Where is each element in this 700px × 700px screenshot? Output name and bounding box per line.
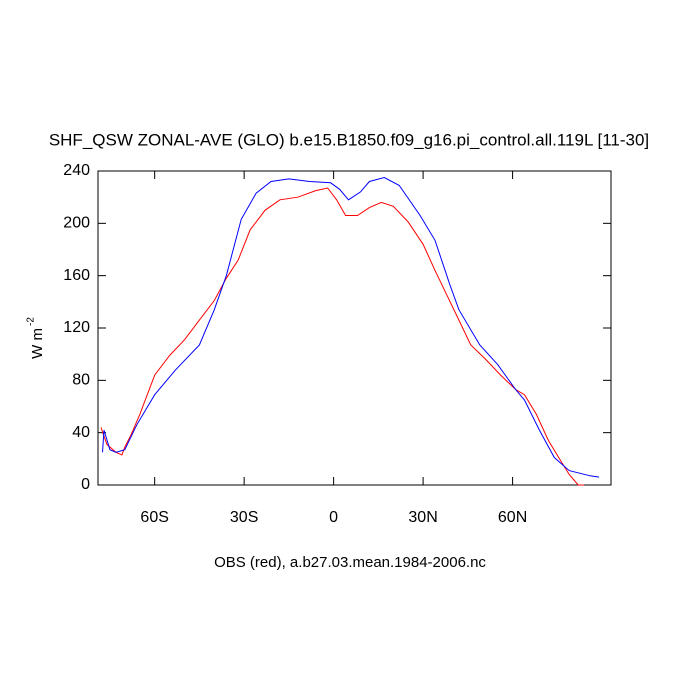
y-tick-label: 120 [63, 319, 90, 336]
x-axis-label: OBS (red), a.b27.03.mean.1984-2006.nc [214, 554, 486, 571]
y-tick-label: 0 [81, 476, 90, 493]
y-axis-label: W m [29, 328, 46, 359]
x-tick-label: 30N [408, 509, 437, 526]
y-axis-label-group: W m -2 [26, 317, 46, 359]
y-tick-label: 160 [63, 267, 90, 284]
x-tick-label: 60N [498, 509, 527, 526]
line-series [102, 176, 600, 478]
y-axis-label-superscript: -2 [26, 317, 37, 326]
y-tick-label: 200 [63, 215, 90, 232]
chart-title: SHF_QSW ZONAL-AVE (GLO) b.e15.B1850.f09_… [49, 130, 649, 149]
x-tick-label: 60S [140, 509, 168, 526]
x-tick-label: 0 [329, 509, 338, 526]
y-tick-label: 240 [63, 162, 90, 179]
x-tick-label: 30S [230, 509, 258, 526]
y-tick-label: 80 [72, 372, 90, 389]
line-series [100, 187, 585, 486]
y-tick-label: 40 [72, 424, 90, 441]
